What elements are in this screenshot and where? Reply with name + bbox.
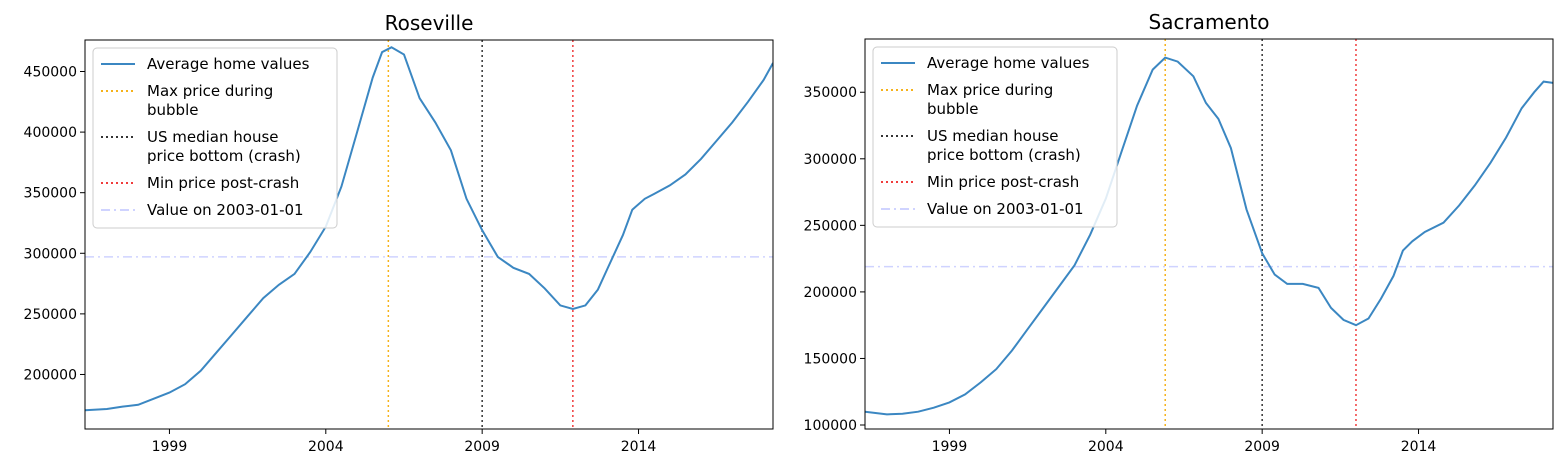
legend-label: Value on 2003-01-01 — [927, 200, 1084, 218]
y-tick-label: 350000 — [804, 85, 857, 101]
legend-label: price bottom (crash) — [927, 146, 1081, 164]
legend-label: Min price post-crash — [927, 173, 1079, 191]
legend-label: Min price post-crash — [147, 174, 299, 192]
plot-frame — [84, 39, 774, 430]
legend-min-price: Min price post-crash — [101, 174, 299, 192]
chart-panel-1: Roseville 200000 250000 300000 350000 400000 4… — [24, 11, 774, 455]
x-tick-label: 2014 — [621, 439, 657, 455]
chart-title: Sacramento — [1149, 10, 1270, 34]
legend-2003-value: Value on 2003-01-01 — [101, 201, 304, 219]
legend-label: Max price during — [927, 81, 1053, 99]
legend-box — [92, 47, 338, 229]
legend-label: bubble — [147, 101, 198, 119]
x-tick-label: 1999 — [152, 439, 188, 455]
y-tick-label: 100000 — [804, 418, 857, 434]
x-tick-label: 1999 — [932, 439, 968, 455]
legend-box — [872, 46, 1118, 228]
y-tick-label: 200000 — [804, 285, 857, 301]
legend-label: US median house — [927, 127, 1059, 145]
chart-title: Roseville — [385, 11, 474, 35]
y-tick-label: 250000 — [24, 307, 77, 323]
legend-label: Value on 2003-01-01 — [147, 201, 304, 219]
x-tick-label: 2009 — [1244, 439, 1280, 455]
y-tick-label: 350000 — [24, 186, 77, 202]
y-tick-label: 200000 — [24, 367, 77, 383]
y-tick-label: 250000 — [804, 218, 857, 234]
legend-min-price: Min price post-crash — [881, 173, 1079, 191]
chart-panel-2: Sacramento 100000 150000 200000 250000 300000… — [804, 10, 1554, 455]
plot-frame — [864, 38, 1554, 430]
legend-label: US median house — [147, 128, 279, 146]
y-tick-label: 400000 — [24, 125, 77, 141]
x-tick-label: 2004 — [308, 439, 344, 455]
legend: Average home values Max price duringbubbl… — [92, 47, 338, 229]
y-tick-label: 450000 — [24, 65, 77, 81]
legend-average-home-values: Average home values — [881, 54, 1090, 72]
home-value-line — [85, 46, 773, 412]
x-tick-label: 2014 — [1401, 439, 1437, 455]
legend-label: bubble — [927, 100, 978, 118]
legend-label: Average home values — [147, 55, 310, 73]
y-tick-label: 300000 — [804, 152, 857, 168]
legend: Average home values Max price duringbubbl… — [872, 46, 1118, 228]
legend-label: Average home values — [927, 54, 1090, 72]
legend-label: price bottom (crash) — [147, 147, 301, 165]
legend-2003-value: Value on 2003-01-01 — [881, 200, 1084, 218]
legend-label: Max price during — [147, 82, 273, 100]
y-tick-label: 300000 — [24, 246, 77, 262]
legend-average-home-values: Average home values — [101, 55, 310, 73]
home-value-line — [865, 56, 1553, 416]
x-tick-label: 2009 — [464, 439, 500, 455]
x-tick-label: 2004 — [1088, 439, 1124, 455]
y-tick-label: 150000 — [804, 351, 857, 367]
